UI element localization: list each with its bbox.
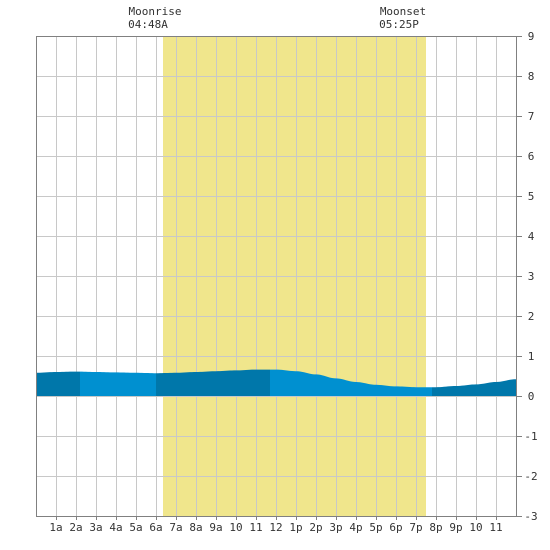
x-tick-label: 6a <box>149 521 162 534</box>
y-tick-label: 8 <box>528 70 535 83</box>
y-tick-label: -2 <box>524 470 537 483</box>
y-tick-label: 6 <box>528 150 535 163</box>
y-tick-label: 4 <box>528 230 535 243</box>
y-tick-label: -3 <box>524 510 537 523</box>
x-tick-label: 3a <box>89 521 102 534</box>
y-tick-label: 5 <box>528 190 535 203</box>
moonset-label: Moonset <box>380 5 426 18</box>
y-tick-label: 7 <box>528 110 535 123</box>
moonrise-time: 04:48A <box>128 18 168 31</box>
x-tick-label: 5p <box>369 521 382 534</box>
x-tick-label: 10 <box>229 521 242 534</box>
moonrise-label: Moonrise <box>129 5 182 18</box>
tide-band <box>36 369 80 396</box>
x-tick-label: 2p <box>309 521 322 534</box>
y-tick-label: 2 <box>528 310 535 323</box>
tide-band <box>432 369 516 396</box>
y-tick-label: -1 <box>524 430 537 443</box>
y-tick-label: 1 <box>528 350 535 363</box>
moonset-time: 05:25P <box>379 18 419 31</box>
x-tick-label: 11 <box>249 521 262 534</box>
x-tick-label: 8a <box>189 521 202 534</box>
x-tick-label: 7a <box>169 521 182 534</box>
x-tick-label: 4p <box>349 521 362 534</box>
x-tick-label: 11 <box>489 521 502 534</box>
x-tick-label: 6p <box>389 521 402 534</box>
x-tick-label: 9p <box>449 521 462 534</box>
y-tick-label: 9 <box>528 30 535 43</box>
x-tick-label: 12 <box>269 521 282 534</box>
x-tick-label: 7p <box>409 521 422 534</box>
x-tick-label: 8p <box>429 521 442 534</box>
x-tick-label: 2a <box>69 521 82 534</box>
x-tick-label: 5a <box>129 521 142 534</box>
x-tick-label: 4a <box>109 521 122 534</box>
x-tick-label: 10 <box>469 521 482 534</box>
y-tick-label: 3 <box>528 270 535 283</box>
tide-band <box>80 369 156 396</box>
x-tick-label: 9a <box>209 521 222 534</box>
x-tick-label: 1p <box>289 521 302 534</box>
x-tick-label: 3p <box>329 521 342 534</box>
x-tick-label: 1a <box>49 521 62 534</box>
y-tick-label: 0 <box>528 390 535 403</box>
tide-band <box>156 369 270 396</box>
